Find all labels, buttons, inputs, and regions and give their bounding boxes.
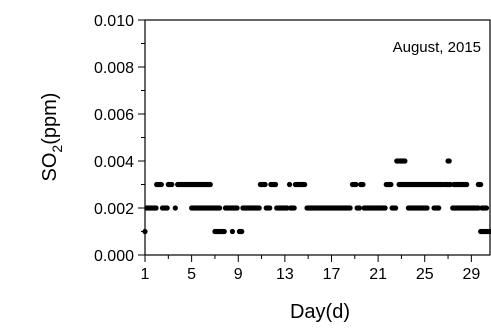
data-point [302, 181, 308, 188]
data-point [291, 205, 297, 211]
x-tick-label: 17 [323, 266, 341, 283]
x-tick-label: 21 [369, 266, 387, 283]
x-tick-label: 9 [234, 266, 243, 283]
x-tick-label: 5 [187, 266, 196, 283]
x-tick-label: 29 [462, 266, 480, 283]
y-axis-title-tail: (ppm) [39, 93, 61, 145]
x-axis: 1 5 9 13 17 21 25 29 [141, 255, 480, 283]
data-point [239, 228, 245, 235]
data-point [388, 181, 394, 188]
data-points [142, 158, 491, 235]
data-point [158, 181, 164, 188]
y-axis-title-subscript: 2 [49, 145, 65, 153]
y-tick-label: 0.010 [94, 13, 134, 30]
data-point [229, 228, 236, 235]
data-point [446, 158, 452, 164]
data-point [169, 181, 175, 188]
data-point [153, 205, 159, 211]
data-point [142, 228, 148, 235]
data-point [464, 181, 470, 188]
data-point [436, 205, 442, 211]
data-point [424, 205, 430, 211]
y-axis-title: SO2(ppm) [39, 93, 65, 182]
data-point [353, 181, 359, 188]
y-tick-label: 0.000 [94, 248, 134, 265]
data-point [382, 205, 388, 211]
data-point [356, 205, 363, 211]
x-tick-label: 25 [416, 266, 434, 283]
data-point [216, 205, 223, 211]
data-point [347, 205, 353, 211]
y-tick-label: 0.004 [94, 154, 134, 171]
chart-annotation: August, 2015 [393, 39, 481, 56]
data-point [207, 181, 213, 188]
data-point [267, 205, 273, 211]
y-axis: 0.000 0.002 0.004 0.006 0.008 0.010 [94, 13, 145, 265]
x-tick-label: 1 [141, 266, 150, 283]
data-point [286, 181, 293, 188]
x-tick-label: 13 [276, 266, 294, 283]
data-point [392, 205, 399, 211]
data-point [360, 181, 366, 188]
y-axis-title-main: SO [39, 153, 61, 182]
data-point [221, 228, 227, 235]
data-point [262, 181, 268, 188]
y-tick-label: 0.002 [94, 201, 134, 218]
x-axis-title: Day(d) [290, 301, 350, 323]
y-tick-label: 0.006 [94, 107, 134, 124]
data-point [272, 181, 279, 188]
data-point [487, 228, 491, 235]
data-point [478, 181, 484, 188]
data-point [483, 205, 490, 211]
data-point [234, 205, 240, 211]
data-point [172, 205, 178, 211]
data-point [402, 158, 408, 164]
y-tick-label: 0.008 [94, 60, 134, 77]
data-point [164, 205, 170, 211]
data-point [256, 205, 262, 211]
